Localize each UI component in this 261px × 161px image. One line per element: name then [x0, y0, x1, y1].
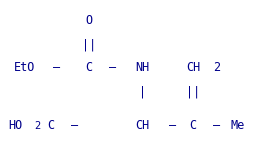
Text: |: |: [139, 85, 146, 98]
Text: —: —: [213, 119, 220, 132]
Text: 2: 2: [35, 121, 41, 131]
Text: Me: Me: [230, 119, 245, 132]
Text: HO: HO: [9, 119, 23, 132]
Text: CH: CH: [186, 61, 200, 74]
Text: ||: ||: [186, 85, 200, 98]
Text: 2: 2: [213, 61, 220, 74]
Text: ||: ||: [82, 39, 96, 52]
Text: NH: NH: [135, 61, 149, 74]
Text: —: —: [52, 61, 60, 74]
Text: —: —: [169, 119, 176, 132]
Text: C: C: [189, 119, 197, 132]
Text: —: —: [71, 119, 78, 132]
Text: O: O: [85, 14, 92, 27]
Text: C: C: [85, 61, 92, 74]
Text: EtO: EtO: [14, 61, 35, 74]
Text: C: C: [47, 119, 55, 132]
Text: CH: CH: [135, 119, 149, 132]
Text: —: —: [109, 61, 116, 74]
